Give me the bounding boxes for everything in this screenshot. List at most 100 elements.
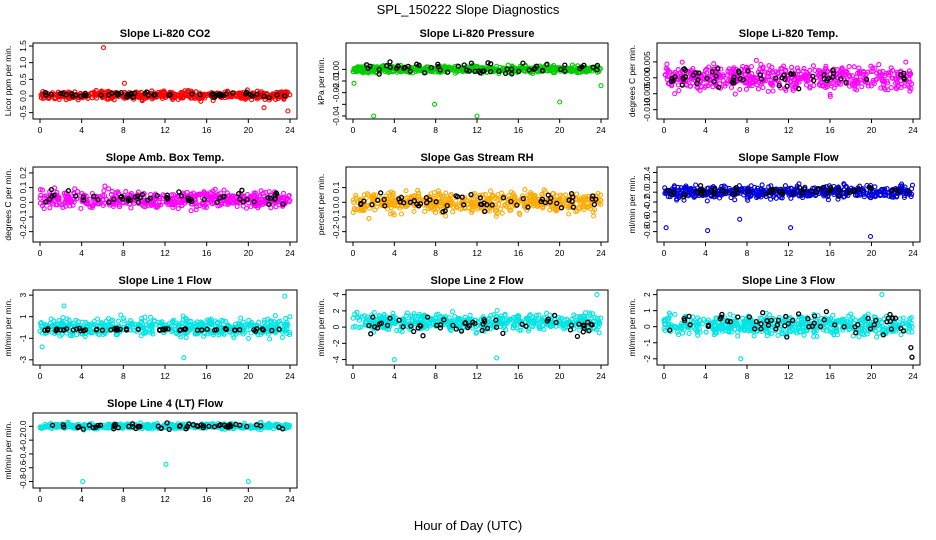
data-point (566, 211, 572, 217)
hourly-point (590, 64, 596, 70)
x-tick-label: 8 (433, 125, 438, 135)
hourly-point (395, 63, 401, 69)
hourly-point (466, 68, 472, 74)
outlier-point (737, 216, 743, 222)
x-tick-label: 20 (555, 248, 565, 258)
x-tick-label: 16 (514, 125, 524, 135)
points-hourly (363, 59, 601, 77)
hourly-point (407, 68, 414, 74)
hourly-point (562, 68, 568, 74)
x-tick-label: 20 (244, 125, 254, 135)
x-tick-label: 4 (79, 248, 84, 258)
x-tick-label: 12 (160, 248, 170, 258)
x-tick-label: 24 (285, 248, 295, 258)
data-point (711, 61, 717, 67)
data-point (810, 63, 816, 69)
y-tick-label: -0.5 (18, 105, 28, 120)
data-point (175, 206, 181, 212)
hourly-point (558, 205, 565, 211)
data-point (371, 309, 377, 316)
hourly-point (63, 92, 69, 98)
y-tick-label: 0.5 (18, 73, 28, 85)
data-point (573, 69, 580, 75)
hourly-point (477, 195, 484, 201)
y-tick-label: 3 (18, 293, 28, 298)
data-point (403, 188, 409, 194)
data-point (56, 96, 62, 103)
x-tick-label: 24 (596, 125, 606, 135)
data-point (503, 65, 509, 71)
hourly-point (697, 182, 704, 189)
data-point (238, 315, 244, 321)
data-point (411, 208, 417, 215)
data-point (722, 83, 728, 89)
hourly-point (106, 199, 112, 205)
data-point (704, 198, 710, 204)
hourly-point (581, 62, 587, 68)
hourly-point (254, 91, 260, 98)
y-tick-label: -0.2 (331, 224, 341, 239)
data-point (494, 307, 500, 314)
outlier-point (351, 80, 357, 86)
y-tick-label: 0.1 (331, 181, 341, 193)
data-point (795, 68, 801, 74)
hourly-point (405, 63, 411, 70)
points-all (662, 57, 915, 100)
y-axis-label: ml/min per min. (316, 298, 326, 356)
data-point (412, 67, 418, 73)
outlier-point (100, 45, 107, 51)
hourly-point (261, 93, 267, 99)
data-point (183, 335, 189, 341)
data-point (498, 206, 504, 212)
data-point (879, 76, 885, 83)
panel-title: Slope Li-820 CO2 (120, 28, 210, 40)
x-tick-label: 8 (433, 248, 438, 258)
data-point (174, 92, 180, 98)
hourly-point (243, 91, 249, 97)
data-point (78, 205, 84, 212)
hourly-point (126, 92, 133, 99)
hourly-point (570, 204, 576, 210)
hourly-point (217, 91, 224, 97)
data-point (849, 82, 856, 88)
hourly-point (276, 326, 282, 332)
x-tick-label: 8 (745, 125, 750, 135)
data-point (765, 88, 771, 95)
data-point (102, 183, 108, 189)
y-tick-label: 1.0 (18, 57, 28, 69)
data-point (768, 77, 774, 83)
points-all (350, 186, 604, 221)
data-point (95, 316, 101, 322)
hourly-point (487, 68, 494, 75)
data-point (855, 70, 861, 76)
hourly-point (367, 63, 373, 69)
x-tick-label: 8 (745, 248, 750, 258)
data-point (549, 67, 555, 74)
outlier-point (39, 344, 45, 350)
hourly-point (815, 186, 821, 192)
data-point (823, 63, 829, 69)
y-tick-label: 0.005 (642, 51, 652, 73)
data-point (822, 66, 829, 72)
panel-title: Slope Line 2 Flow (431, 275, 524, 287)
data-point (550, 66, 556, 72)
x-tick-label: 12 (784, 248, 794, 258)
data-point (147, 314, 154, 320)
data-point (452, 313, 458, 319)
x-tick-label: 0 (662, 248, 667, 258)
hourly-point (526, 67, 532, 73)
data-point (188, 208, 194, 214)
hourly-point (421, 70, 428, 76)
hourly-point (679, 82, 685, 88)
panel-4: Slope Amb. Box Temp.degrees C per min.0 4… (3, 152, 298, 258)
y-tick-label: 1 (18, 314, 28, 319)
data-point (280, 190, 287, 196)
data-point (905, 82, 911, 88)
data-point (454, 69, 460, 75)
y-tick-label: -1 (18, 334, 28, 342)
x-tick-label: 24 (908, 248, 918, 258)
hourly-point (57, 90, 64, 97)
hourly-point (73, 193, 79, 199)
data-point (722, 81, 728, 87)
